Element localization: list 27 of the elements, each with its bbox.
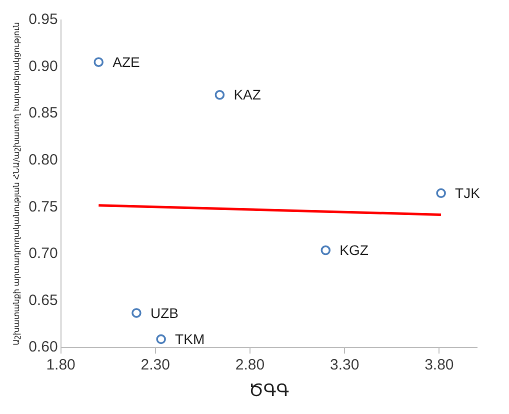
- point: [436, 188, 446, 198]
- point: [320, 245, 331, 256]
- y-tick-label: 0.85: [28, 104, 58, 122]
- x-tick-label: 2.80: [235, 356, 265, 374]
- point: [94, 57, 104, 68]
- annotation: KGZ: [340, 242, 369, 258]
- y-tick-label: 0.60: [28, 338, 58, 356]
- y-axis-title: Աշխատանքի արտադրողականության ՀՆԱ/աշխատող հարաբերակցություն: [12, 22, 21, 346]
- y-tick-label: 0.75: [28, 198, 58, 216]
- annotation: KAZ: [234, 86, 262, 103]
- x-axis-title: ԾԳԳ: [248, 381, 290, 402]
- point: [214, 90, 225, 100]
- annotation: TKM: [175, 331, 205, 348]
- x-tick-label: 2.30: [140, 356, 170, 374]
- annotation: UZB: [150, 304, 178, 321]
- y-tick-label: 0.95: [28, 11, 58, 28]
- y-tick-label: 0.90: [28, 58, 58, 75]
- y-tick-label: 0.70: [28, 245, 58, 262]
- y-tick-label: 0.80: [28, 152, 58, 169]
- x-tick-label: 3.80: [424, 356, 454, 374]
- annotation: AZE: [112, 54, 140, 70]
- y-tick-label: 0.65: [28, 292, 58, 309]
- x-tick-label: 1.80: [46, 356, 76, 374]
- point: [132, 308, 142, 318]
- x-tick-label: 3.30: [330, 356, 360, 374]
- point: [156, 334, 166, 344]
- annotation: TJK: [455, 185, 481, 202]
